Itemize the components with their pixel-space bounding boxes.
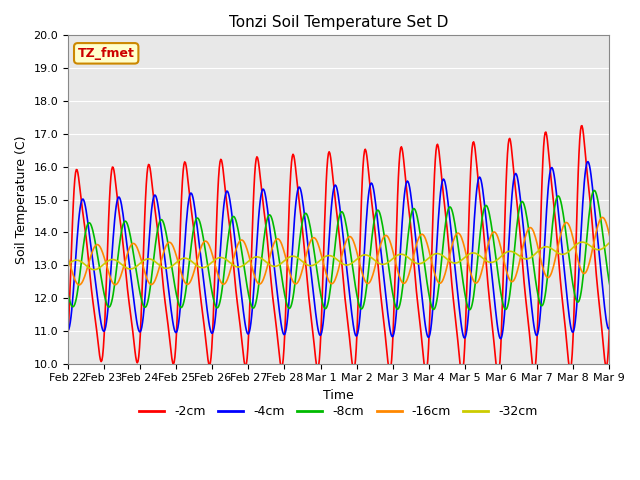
Line: -16cm: -16cm bbox=[68, 212, 640, 285]
-8cm bbox=[267, 213, 275, 218]
-4cm bbox=[497, 336, 504, 342]
-32cm bbox=[289, 253, 297, 259]
-2cm bbox=[132, 354, 140, 360]
-2cm bbox=[238, 338, 246, 344]
-2cm bbox=[289, 154, 296, 159]
-8cm bbox=[238, 250, 246, 255]
-8cm bbox=[627, 182, 634, 188]
Line: -2cm: -2cm bbox=[68, 120, 640, 374]
-16cm bbox=[268, 249, 275, 254]
-32cm bbox=[614, 235, 622, 240]
-8cm bbox=[64, 291, 72, 297]
-32cm bbox=[64, 262, 72, 267]
-4cm bbox=[132, 312, 140, 318]
-32cm bbox=[449, 260, 457, 266]
-4cm bbox=[620, 153, 628, 158]
-4cm bbox=[238, 296, 246, 301]
-16cm bbox=[417, 232, 425, 238]
-32cm bbox=[132, 264, 140, 269]
-8cm bbox=[417, 231, 424, 237]
-32cm bbox=[90, 267, 98, 273]
-4cm bbox=[64, 328, 72, 334]
-32cm bbox=[417, 261, 425, 266]
-32cm bbox=[239, 263, 246, 269]
-8cm bbox=[132, 265, 140, 271]
Legend: -2cm, -4cm, -8cm, -16cm, -32cm: -2cm, -4cm, -8cm, -16cm, -32cm bbox=[134, 400, 543, 423]
-32cm bbox=[268, 263, 275, 268]
-16cm bbox=[635, 209, 640, 215]
-16cm bbox=[289, 279, 297, 285]
Line: -32cm: -32cm bbox=[68, 238, 640, 270]
Line: -4cm: -4cm bbox=[68, 156, 640, 339]
-4cm bbox=[267, 231, 275, 237]
-16cm bbox=[239, 238, 246, 243]
-2cm bbox=[267, 272, 275, 277]
-16cm bbox=[76, 282, 83, 288]
-2cm bbox=[494, 372, 502, 377]
Line: -8cm: -8cm bbox=[68, 185, 640, 310]
-8cm bbox=[449, 209, 456, 215]
-16cm bbox=[64, 255, 72, 261]
Y-axis label: Soil Temperature (C): Soil Temperature (C) bbox=[15, 135, 28, 264]
-8cm bbox=[466, 307, 474, 312]
-2cm bbox=[64, 333, 72, 338]
Text: TZ_fmet: TZ_fmet bbox=[78, 47, 134, 60]
-2cm bbox=[614, 117, 622, 122]
-4cm bbox=[289, 249, 296, 254]
-2cm bbox=[417, 322, 424, 328]
-4cm bbox=[417, 277, 424, 283]
-8cm bbox=[289, 299, 296, 304]
Title: Tonzi Soil Temperature Set D: Tonzi Soil Temperature Set D bbox=[229, 15, 448, 30]
-4cm bbox=[449, 242, 456, 248]
-2cm bbox=[449, 289, 456, 295]
X-axis label: Time: Time bbox=[323, 389, 354, 402]
-16cm bbox=[449, 238, 457, 244]
-16cm bbox=[132, 243, 140, 249]
